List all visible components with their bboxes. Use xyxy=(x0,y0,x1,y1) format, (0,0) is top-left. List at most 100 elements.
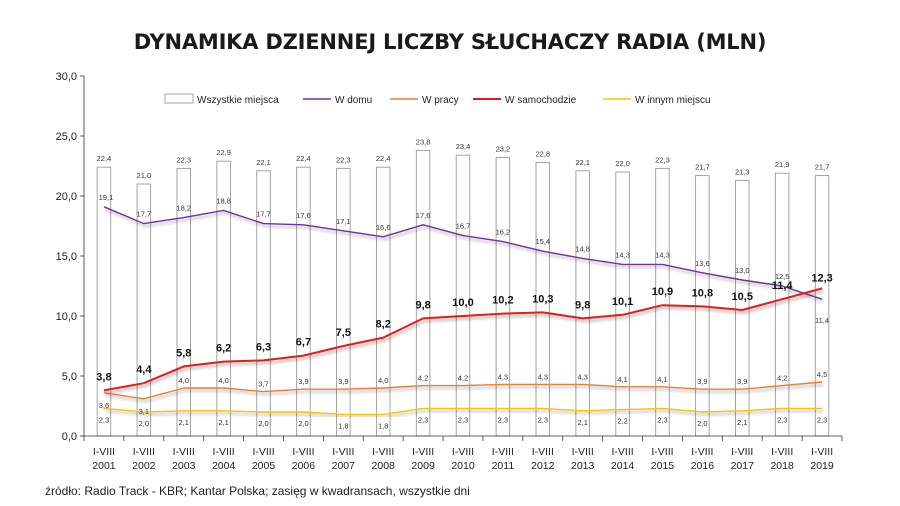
series-line-w-pracy xyxy=(103,381,823,400)
data-label-wszystkie-miejsca: 22,3 xyxy=(336,155,351,164)
x-tick-label-period: I-VIII xyxy=(651,446,673,458)
data-label-w-samochodzie: 6,2 xyxy=(216,343,231,355)
data-label-wszystkie-miejsca: 21,3 xyxy=(735,167,750,176)
data-label-w-samochodzie: 4,4 xyxy=(136,364,152,376)
x-tick-label-year: 2004 xyxy=(212,460,236,472)
data-label-w-pracy: 4,2 xyxy=(458,374,468,383)
x-tick-label-year: 2003 xyxy=(172,460,196,472)
x-tick-label-period: I-VIII xyxy=(811,446,833,458)
data-label-w-domu: 14,3 xyxy=(615,250,630,259)
legend-swatch-wszystkie-miejsca xyxy=(164,93,194,104)
y-tick-label: 15,0 xyxy=(56,251,77,263)
data-label-w-innym-miejscu: 2,0 xyxy=(298,419,308,428)
x-tick-label-year: 2005 xyxy=(252,460,276,472)
data-label-w-pracy: 3,7 xyxy=(258,380,268,389)
bar-wszystkie-miejsca xyxy=(296,166,311,437)
source-note: źródło: Radio Track - KBR; Kantar Polska… xyxy=(45,484,470,498)
data-label-w-pracy: 4,5 xyxy=(817,370,827,379)
data-label-w-pracy: 3,9 xyxy=(338,377,348,386)
x-tick-label-period: I-VIII xyxy=(691,446,713,458)
data-label-wszystkie-miejsca: 21,0 xyxy=(137,171,152,180)
x-tick-label-period: I-VIII xyxy=(332,446,354,458)
x-tick-label-period: I-VIII xyxy=(213,446,235,458)
series-line-w-innym-miejscu xyxy=(103,407,823,416)
x-tick-label-period: I-VIII xyxy=(731,446,753,458)
data-label-w-innym-miejscu: 1,8 xyxy=(338,421,348,430)
data-label-w-samochodzie: 3,8 xyxy=(96,371,111,383)
x-tick-label-year: 2008 xyxy=(372,460,396,472)
legend-label-wszystkie-miejsca: Wszystkie miejsca xyxy=(197,95,279,106)
data-label-w-innym-miejscu: 2,0 xyxy=(697,419,707,428)
chart-title: DYNAMIKA DZIENNEJ LICZBY SŁUCHACZY RADIA… xyxy=(133,30,767,54)
data-label-wszystkie-miejsca: 23,4 xyxy=(456,142,471,151)
data-label-w-domu: 17,6 xyxy=(296,211,311,220)
legend-label-w-innym-miejscu: W innym miejscu xyxy=(635,95,711,106)
data-label-w-pracy: 4,0 xyxy=(179,376,189,385)
data-label-w-domu: 17,7 xyxy=(256,210,271,219)
data-label-w-innym-miejscu: 2,1 xyxy=(737,418,747,427)
x-tick-label-year: 2016 xyxy=(691,460,715,472)
x-tick-label-period: I-VIII xyxy=(532,446,554,458)
x-tick-label-year: 2011 xyxy=(492,460,515,472)
data-label-wszystkie-miejsca: 22,4 xyxy=(97,154,112,163)
data-label-w-domu: 13,0 xyxy=(735,266,750,275)
data-label-w-samochodzie: 6,7 xyxy=(296,337,311,349)
data-label-w-innym-miejscu: 2,1 xyxy=(577,418,587,427)
legend-label-w-samochodzie: W samochodzie xyxy=(505,95,577,106)
x-tick-label-year: 2006 xyxy=(292,460,316,472)
bar-wszystkie-miejsca xyxy=(814,175,830,437)
data-label-w-innym-miejscu: 2,3 xyxy=(418,415,428,424)
x-tick-label-period: I-VIII xyxy=(452,446,474,458)
data-label-w-domu: 16,6 xyxy=(376,223,391,232)
data-label-w-pracy: 3,9 xyxy=(737,377,747,386)
data-label-wszystkie-miejsca: 22,3 xyxy=(655,155,670,164)
data-label-w-pracy: 4,3 xyxy=(498,372,508,381)
data-label-w-pracy: 4,1 xyxy=(617,375,627,384)
data-label-w-samochodzie: 11,4 xyxy=(772,280,794,292)
x-tick-label-year: 2010 xyxy=(451,460,475,472)
data-label-wszystkie-miejsca: 21,7 xyxy=(695,163,710,172)
data-label-w-pracy: 4,0 xyxy=(218,376,228,385)
data-label-w-innym-miejscu: 2,1 xyxy=(218,418,228,427)
data-label-w-innym-miejscu: 2,3 xyxy=(538,415,548,424)
axes-group: 0,0 5,0 10,0 15,0 20,0 25,0 30,0 I-VIII 2001 I-VI… xyxy=(56,71,843,472)
x-tick-label-year: 2014 xyxy=(611,460,635,472)
data-label-w-domu: 19,1 xyxy=(99,193,114,202)
series-line-w-samochodzie xyxy=(103,287,823,392)
y-tick-label: 5,0 xyxy=(62,371,77,383)
y-tick-label: 25,0 xyxy=(56,131,77,143)
data-label-wszystkie-miejsca: 22,4 xyxy=(296,154,311,163)
data-label-wszystkie-miejsca: 22,1 xyxy=(256,158,271,167)
bar-wszystkie-miejsca xyxy=(455,154,471,437)
data-label-w-innym-miejscu: 2,3 xyxy=(458,415,468,424)
data-label-w-samochodzie: 10,3 xyxy=(532,293,553,305)
data-label-w-innym-miejscu: 2,1 xyxy=(179,418,189,427)
bar-wszystkie-miejsca xyxy=(774,172,790,437)
x-tick-label-period: I-VIII xyxy=(572,446,594,458)
x-tick-label-year: 2001 xyxy=(92,460,116,472)
data-label-w-domu: 17,6 xyxy=(416,211,431,220)
data-label-w-domu: 16,7 xyxy=(456,222,471,231)
x-tick-label-year: 2007 xyxy=(332,460,356,472)
data-label-w-innym-miejscu: 2,3 xyxy=(498,415,508,424)
data-label-wszystkie-miejsca: 21,9 xyxy=(775,160,790,169)
data-label-w-domu: 12,5 xyxy=(775,272,790,281)
x-tick-label-year: 2002 xyxy=(132,460,156,472)
series-line-w-domu xyxy=(103,206,823,300)
bar-wszystkie-miejsca xyxy=(336,167,351,437)
data-label-w-samochodzie: 10,5 xyxy=(732,291,753,303)
y-tick-label: 10,0 xyxy=(56,311,77,323)
data-label-wszystkie-miejsca: 22,4 xyxy=(376,154,391,163)
data-label-w-samochodzie: 12,3 xyxy=(811,272,832,284)
x-tick-label-period: I-VIII xyxy=(492,446,514,458)
x-tick-label-year: 2019 xyxy=(810,460,834,472)
bar-wszystkie-miejsca xyxy=(655,167,670,437)
data-label-w-samochodzie: 9,8 xyxy=(575,299,590,311)
x-tick-label-period: I-VIII xyxy=(93,446,115,458)
data-label-w-domu: 14,3 xyxy=(655,250,670,259)
data-label-w-pracy: 4,1 xyxy=(657,375,667,384)
x-tick-label-year: 2012 xyxy=(531,460,555,472)
data-label-w-pracy: 4,3 xyxy=(577,372,587,381)
data-label-w-domu: 16,2 xyxy=(496,228,511,237)
